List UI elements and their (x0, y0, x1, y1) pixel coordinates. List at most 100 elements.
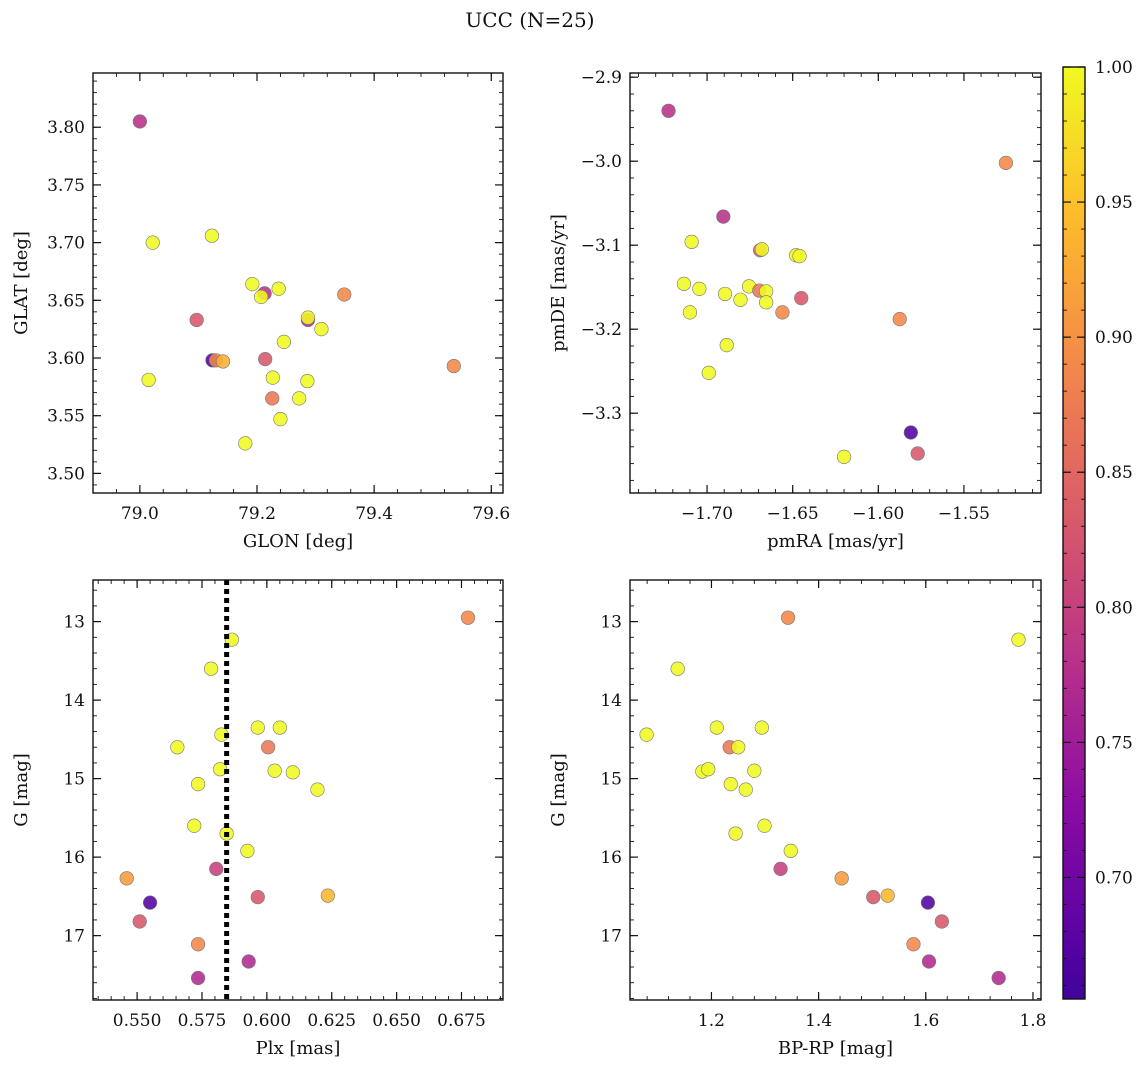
scatter-point (145, 235, 160, 250)
y-tick-label: −3.2 (581, 320, 622, 340)
y-tick-label: 3.60 (47, 349, 85, 369)
y-tick-label: 3.70 (47, 234, 85, 254)
scatter-point (132, 914, 147, 929)
scatter-point (716, 209, 731, 224)
scatter-point (719, 338, 734, 353)
scatter-point (189, 312, 204, 328)
scatter-panel-bottom-left: 0.550 0.575 0.600 0.625 0.650 0.675 13 14 15 16 17… (11, 579, 504, 1059)
plot-frame (92, 579, 504, 1001)
scatter-point (446, 358, 461, 374)
scatter-point (204, 228, 219, 243)
scatter-point (310, 782, 325, 797)
scatter-points (132, 114, 461, 451)
scatter-point (292, 391, 307, 406)
colorbar-tick-label: 0.75 (1095, 733, 1133, 753)
x-tick-label: 1.6 (912, 1011, 939, 1031)
scatter-point (187, 818, 202, 833)
scatter-point (866, 890, 881, 905)
scatter-point (271, 281, 286, 296)
y-tick-label: 13 (63, 613, 85, 633)
scatter-point (250, 720, 265, 735)
scatter-point (991, 970, 1006, 986)
scatter-point (314, 322, 329, 337)
x-tick-label: 0.675 (437, 1011, 486, 1031)
colorbar-tick-label: 0.90 (1095, 328, 1133, 348)
scatter-point (238, 436, 253, 451)
scatter-point (285, 765, 300, 780)
y-tick-label: 16 (600, 848, 622, 868)
scatter-point (775, 305, 790, 320)
scatter-point (692, 281, 707, 296)
scatter-point (757, 818, 772, 833)
x-axis-label: GLON [deg] (243, 531, 353, 552)
scatter-point (759, 295, 774, 310)
x-tick-label: 1.2 (698, 1011, 725, 1031)
scatter-point (119, 871, 134, 886)
scatter-point (209, 861, 224, 876)
y-tick-label: 3.80 (47, 118, 85, 138)
scatter-point (254, 289, 269, 304)
colorbar-tick-label: 1.00 (1095, 58, 1133, 78)
scatter-point (460, 610, 476, 625)
scatter-point (892, 312, 907, 327)
scatter-point (773, 861, 788, 876)
y-tick-label: −3.1 (581, 236, 622, 256)
scatter-point (723, 777, 738, 792)
y-tick-label: 15 (63, 770, 85, 790)
colorbar: 0.70 0.75 0.80 0.85 0.90 0.95 1.00 (1062, 58, 1133, 1000)
scatter-point (170, 740, 185, 755)
y-axis-label: G [mag] (11, 753, 32, 826)
scatter-point (132, 114, 147, 129)
scatter-point (265, 391, 280, 406)
y-tick-label: 15 (600, 770, 622, 790)
y-tick-label: −3.0 (581, 152, 622, 172)
y-tick-label: 17 (63, 927, 85, 947)
x-axis-label: pmRA [mas/yr] (767, 531, 904, 552)
scatter-point (780, 610, 796, 625)
scatter-point (265, 370, 280, 385)
scatter-panel-bottom-right: 1.2 1.4 1.6 1.8 13 14 15 16 17 BP-RP [mag] G [mag] (548, 579, 1046, 1059)
scatter-point (240, 843, 255, 858)
scatter-points (661, 103, 1013, 464)
x-tick-label: −1.65 (767, 504, 819, 524)
scatter-point (203, 661, 219, 676)
x-tick-label: 79.0 (121, 504, 159, 524)
scatter-point (731, 740, 746, 755)
scatter-point (676, 276, 692, 291)
y-tick-label: 16 (63, 848, 85, 868)
y-tick-label: 3.55 (47, 407, 85, 427)
scatter-point (834, 871, 849, 886)
plot-frame (92, 72, 504, 494)
scatter-point (836, 449, 852, 464)
scatter-point (320, 888, 335, 903)
scatter-point (903, 425, 918, 440)
scatter-point (783, 843, 798, 858)
scatter-points (119, 610, 476, 986)
scatter-point (273, 412, 288, 427)
x-tick-label: 0.625 (307, 1011, 356, 1031)
scatter-point (245, 277, 260, 292)
scatter-point (142, 895, 158, 910)
scatter-point (190, 777, 206, 792)
y-tick-label: −3.3 (581, 404, 622, 424)
y-axis-label: G [mag] (548, 753, 569, 826)
y-tick-label: 3.75 (47, 176, 85, 196)
x-tick-label: 79.2 (238, 504, 276, 524)
scatter-point (190, 937, 206, 952)
scatter-point (717, 286, 733, 302)
x-tick-label: −1.55 (938, 504, 990, 524)
x-axis-label: BP-RP [mag] (778, 1038, 893, 1059)
scatter-point (998, 155, 1013, 170)
x-tick-label: 1.8 (1019, 1011, 1046, 1031)
x-tick-label: −1.60 (852, 504, 904, 524)
scatter-point (300, 373, 315, 389)
scatter-point (267, 763, 282, 778)
scatter-point (670, 661, 685, 676)
x-tick-label: 79.6 (472, 504, 510, 524)
x-axis-label: Plx [mas] (256, 1038, 341, 1059)
scatter-point (300, 310, 316, 325)
scatter-point (215, 354, 231, 369)
y-tick-label: 3.50 (47, 464, 85, 484)
plot-frame (629, 579, 1042, 1001)
